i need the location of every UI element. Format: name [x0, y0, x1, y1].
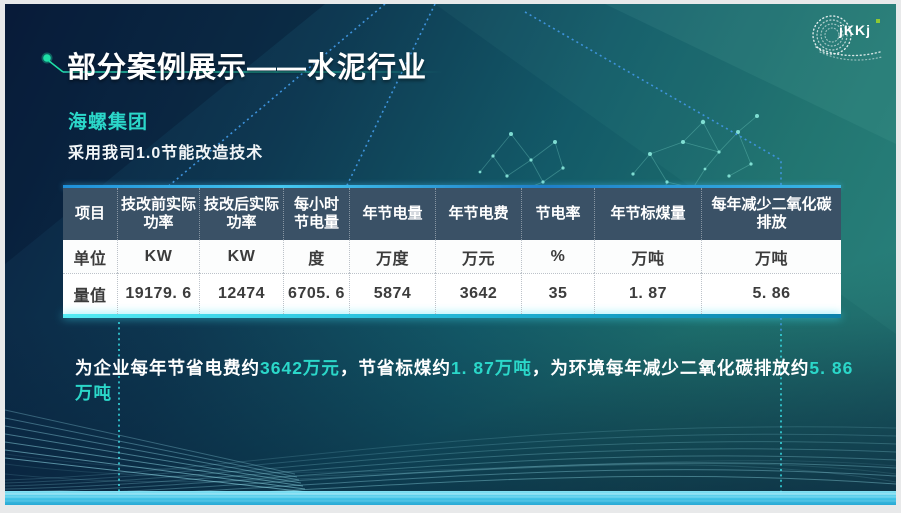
table-cell: 35	[521, 273, 594, 314]
table-header-cell: 每小时节电量	[283, 188, 349, 240]
summary-text: 为企业每年节省电费约3642万元，节省标煤约1. 87万吨，为环境每年减少二氧化…	[75, 356, 865, 407]
table-header-cell: 项目	[74, 205, 105, 222]
table-top-border	[63, 185, 841, 188]
logo-green-dot	[876, 19, 880, 23]
summary-highlight: 1. 87万吨	[450, 358, 532, 378]
technology-description: 采用我司1.0节能改造技术	[68, 145, 264, 162]
table-header-cell: 技改前实际功率	[117, 188, 199, 240]
row-label: 单位	[73, 250, 107, 268]
table-row-units: 单位 KW KW 度 万度 万元 % 万吨 万吨	[63, 240, 841, 273]
facet-triangle	[605, 4, 896, 144]
table-cell: 万吨	[701, 240, 841, 273]
table-header-row: 项目 技改前实际功率 技改后实际功率 每小时节电量 年节电量 年节电费 节电率 …	[63, 188, 841, 240]
table-cell: KW	[117, 240, 199, 273]
table-cell: 12474	[199, 273, 283, 314]
table-header-cell: 每年减少二氧化碳排放	[701, 188, 841, 240]
company-logo: jKKj	[810, 9, 888, 63]
summary-segment: ，为环境每年减少二氧化碳排放约	[531, 358, 810, 378]
table-cell: 万吨	[594, 240, 701, 273]
bottom-cyan-band	[5, 491, 896, 505]
table-header-cell: 年节标煤量	[594, 188, 701, 240]
wave-pattern	[5, 409, 896, 502]
summary-segment: ，节省标煤约	[339, 358, 451, 378]
summary-highlight: 3642万元	[260, 358, 340, 378]
table-cell: 6705. 6	[283, 273, 349, 314]
table-cell: 5874	[349, 273, 435, 314]
table-bottom-border	[63, 314, 841, 318]
table-cell: 万元	[435, 240, 521, 273]
slide: jKKj 部分案例展示——水泥行业 海螺集团 采用我司1.0节能改造技术 项目 …	[5, 4, 896, 505]
table-cell: 度	[283, 240, 349, 273]
slide-title: 部分案例展示——水泥行业	[67, 52, 428, 84]
table-cell: 19179. 6	[117, 273, 199, 314]
table-header-cell: 年节电费	[435, 188, 521, 240]
table-cell: 5. 86	[701, 273, 841, 314]
table-cell: KW	[199, 240, 283, 273]
band-streaks	[5, 493, 896, 502]
row-label: 量值	[63, 273, 117, 314]
summary-segment: 为企业每年节省电费约	[75, 358, 260, 378]
table-header-cell: 年节电量	[349, 188, 435, 240]
title-marker	[41, 52, 443, 73]
summary-highlight: 5. 86万吨	[75, 358, 854, 404]
company-name: 海螺集团	[68, 112, 149, 133]
table-cell: %	[521, 240, 594, 273]
table-cell: 1. 87	[594, 273, 701, 314]
logo-dotted-globe-icon	[812, 15, 883, 61]
table-cell: 万度	[349, 240, 435, 273]
table-header-cell: 节电率	[521, 188, 594, 240]
metrics-table: 项目 技改前实际功率 技改后实际功率 每小时节电量 年节电量 年节电费 节电率 …	[63, 185, 841, 318]
constellation-pattern	[478, 114, 759, 196]
table-header-cell: 技改后实际功率	[199, 188, 283, 240]
table-cell: 3642	[435, 273, 521, 314]
logo-text: jKKj	[839, 22, 871, 38]
table-row-values: 量值 19179. 6 12474 6705. 6 5874 3642 35 1…	[63, 273, 841, 314]
